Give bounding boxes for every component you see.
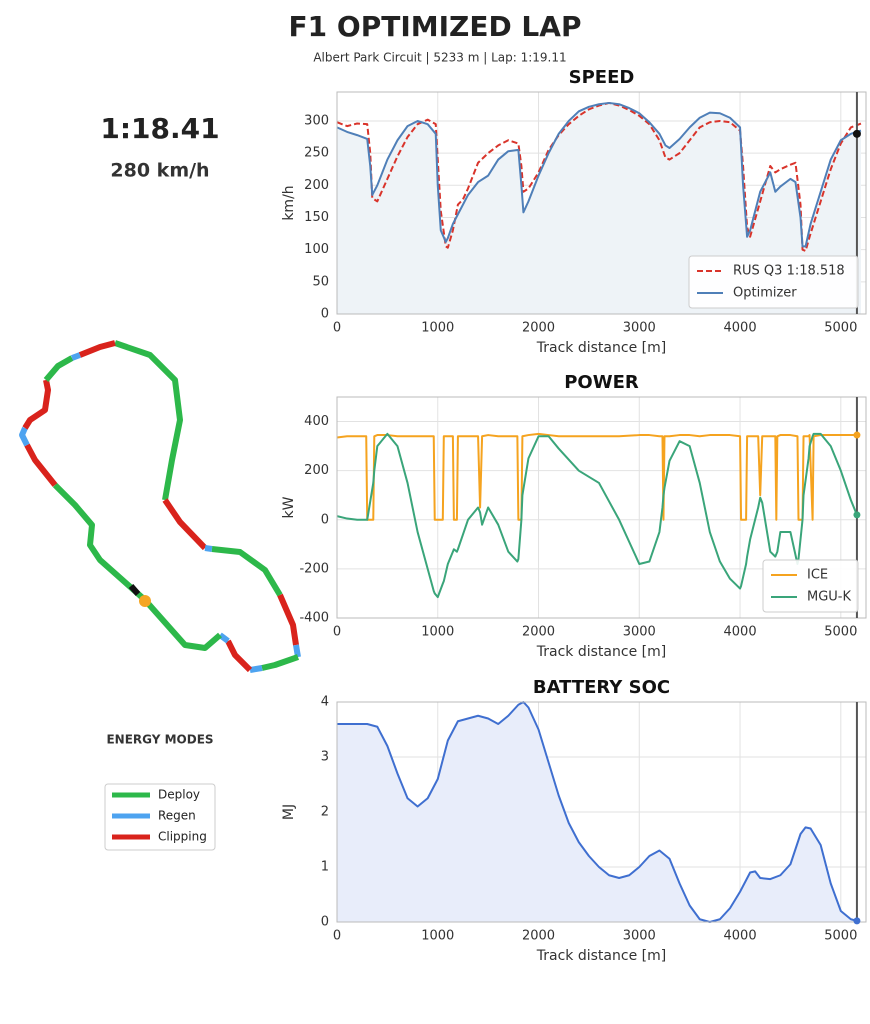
x-tick-label: 4000: [724, 625, 757, 640]
y-axis-label: kW: [281, 496, 297, 518]
y-tick-label: 150: [304, 210, 329, 225]
y-tick-label: 300: [304, 113, 329, 128]
x-tick-label: 0: [333, 625, 341, 640]
lap-time: 1:18.41: [100, 112, 219, 145]
x-tick-label: 0: [333, 929, 341, 944]
track-segment: [78, 340, 116, 358]
track-segment: [293, 644, 301, 658]
y-axis-label: km/h: [281, 185, 297, 220]
track-segment: [277, 593, 299, 646]
y-tick-label: 0: [321, 915, 329, 930]
x-tick-label: 1000: [421, 929, 454, 944]
y-tick-label: 4: [321, 695, 329, 710]
series-line: [336, 101, 862, 248]
x-axis-label: Track distance [m]: [536, 340, 666, 356]
energy-legend-label: Deploy: [158, 788, 200, 802]
x-tick-label: 3000: [623, 321, 656, 336]
x-tick-label: 4000: [724, 929, 757, 944]
y-tick-label: 50: [312, 274, 329, 289]
current-speed: 280 km/h: [110, 160, 209, 182]
cursor-dot: [853, 431, 861, 439]
track-segment: [43, 355, 74, 382]
x-tick-label: 2000: [522, 321, 555, 336]
legend-label: MGU-K: [807, 590, 851, 605]
y-tick-label: 2: [321, 805, 329, 820]
x-tick-label: 4000: [724, 321, 757, 336]
track-segment: [211, 546, 283, 597]
plot-frame: [336, 701, 867, 923]
series-line: [336, 101, 862, 252]
x-tick-label: 1000: [421, 625, 454, 640]
y-tick-label: -400: [299, 611, 329, 626]
plot-frame: [336, 91, 867, 315]
track-segment: [249, 665, 263, 673]
plot-frame: [336, 396, 867, 619]
series-line: [337, 701, 858, 923]
track-segment: [225, 639, 253, 673]
track-segment: [204, 545, 213, 552]
y-tick-label: 400: [304, 414, 329, 429]
legend-label: RUS Q3 1:18.518: [733, 264, 845, 279]
page-title: F1 OPTIMIZED LAP: [289, 10, 582, 43]
x-axis-label: Track distance [m]: [536, 948, 666, 964]
x-tick-label: 3000: [623, 929, 656, 944]
page-subtitle: Albert Park Circuit | 5233 m | Lap: 1:19…: [313, 51, 566, 65]
y-tick-label: 100: [304, 242, 329, 257]
energy-modes-title: ENERGY MODES: [106, 733, 213, 747]
y-tick-label: 200: [304, 178, 329, 193]
energy-legend-box: [104, 783, 216, 851]
x-tick-label: 5000: [824, 929, 857, 944]
chart-title: SPEED: [569, 67, 635, 88]
y-tick-label: -200: [299, 561, 329, 576]
y-tick-label: 3: [321, 750, 329, 765]
area: [337, 702, 857, 922]
x-tick-label: 5000: [824, 321, 857, 336]
legend-box: [688, 255, 859, 309]
legend-label: Optimizer: [733, 286, 797, 301]
x-tick-label: 2000: [522, 625, 555, 640]
track-segment: [70, 352, 82, 361]
y-tick-label: 200: [304, 463, 329, 478]
y-tick-label: 0: [321, 307, 329, 322]
track-segment: [114, 340, 183, 501]
energy-legend-label: Clipping: [158, 830, 207, 844]
x-tick-label: 3000: [623, 625, 656, 640]
y-tick-label: 0: [321, 512, 329, 527]
track-segment: [162, 498, 208, 551]
cursor-dot: [852, 129, 861, 138]
start-finish: [128, 584, 141, 596]
track-segment: [52, 482, 222, 651]
x-tick-label: 2000: [522, 929, 555, 944]
car-position: [139, 595, 151, 607]
y-tick-label: 250: [304, 146, 329, 161]
y-axis-label: MJ: [281, 804, 297, 820]
cursor-dot: [853, 917, 861, 925]
chart-title: BATTERY SOC: [533, 677, 670, 698]
cursor-dot: [853, 511, 861, 519]
x-axis-label: Track distance [m]: [536, 644, 666, 660]
track-segment: [218, 632, 230, 644]
track-segment: [19, 426, 30, 447]
x-tick-label: 0: [333, 321, 341, 336]
x-tick-label: 5000: [824, 625, 857, 640]
track-segment: [22, 379, 51, 430]
series-line: [336, 432, 857, 521]
x-tick-label: 1000: [421, 321, 454, 336]
energy-legend-label: Regen: [158, 809, 196, 823]
legend-label: ICE: [807, 568, 828, 583]
track-map: [19, 340, 301, 673]
chart-title: POWER: [564, 372, 639, 393]
series-line: [336, 432, 858, 599]
y-tick-label: 1: [321, 860, 329, 875]
track-segment: [24, 443, 58, 487]
legend-box: [762, 559, 859, 613]
track-segment: [261, 654, 299, 671]
